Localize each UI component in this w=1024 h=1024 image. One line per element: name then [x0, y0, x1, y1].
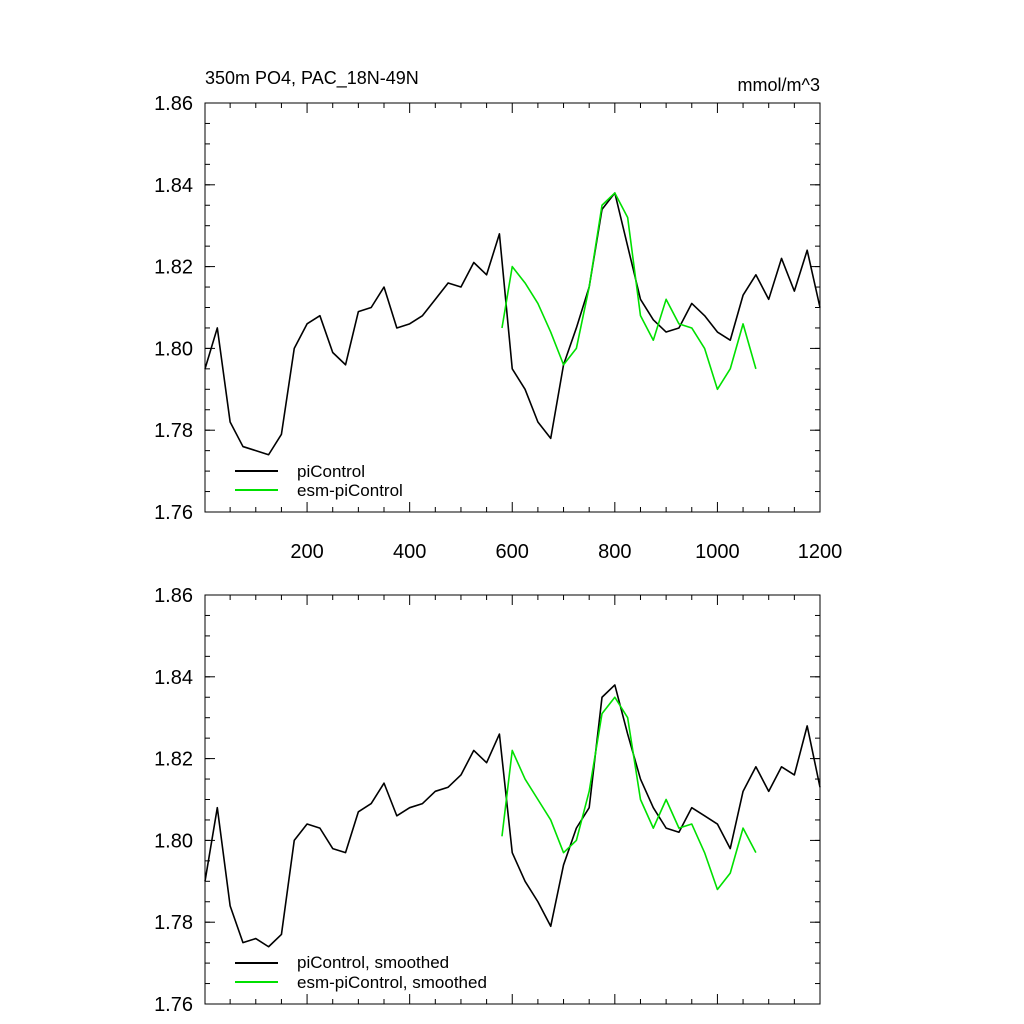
bottom-ticks-group	[205, 594, 821, 1005]
top-ytick-label-3: 1.82	[154, 257, 193, 279]
bottom-y-tick-labels: 1.76 1.78 1.80 1.82 1.84 1.86	[154, 585, 193, 1016]
bottom-legend: piControl, smoothed esm-piControl, smoot…	[235, 953, 487, 992]
top-x-tick-labels: 200 400 600 800 1000 1200	[290, 541, 842, 563]
top-ytick-label-1: 1.78	[154, 420, 193, 442]
top-xtick-label-2: 600	[496, 541, 529, 563]
top-series-group	[204, 192, 821, 456]
top-xtick-label-3: 800	[598, 541, 631, 563]
bottom-legend-label-picontrol: piControl, smoothed	[297, 953, 449, 972]
top-xtick-label-4: 1000	[695, 541, 740, 563]
bottom-plot-frame	[204, 594, 821, 1005]
bot-series-line-1	[501, 696, 757, 891]
top-legend-label-esm-picontrol: esm-piControl	[297, 481, 403, 500]
top-xtick-label-1: 400	[393, 541, 426, 563]
bot-ytick-label-1: 1.78	[154, 912, 193, 934]
top-ticks-group	[205, 102, 821, 513]
bottom-series-group	[204, 684, 821, 948]
bot-ytick-label-4: 1.84	[154, 667, 193, 689]
top-chart-units: mmol/m^3	[738, 75, 820, 95]
top-series-line-1	[501, 192, 757, 391]
bot-ytick-label-2: 1.80	[154, 830, 193, 852]
bottom-legend-label-esm-picontrol: esm-piControl, smoothed	[297, 973, 487, 992]
top-y-tick-labels: 1.76 1.78 1.80 1.82 1.84 1.86	[154, 93, 193, 524]
top-panel: 350m PO4, PAC_18N-49N mmol/m^3 1.761.781…	[154, 68, 842, 563]
bot-ytick-label-3: 1.82	[154, 749, 193, 771]
top-ytick-label-5: 1.86	[154, 93, 193, 115]
top-plot-frame	[204, 102, 821, 513]
bot-ytick-label-0: 1.76	[154, 994, 193, 1016]
top-chart-title: 350m PO4, PAC_18N-49N	[205, 68, 419, 89]
top-legend: piControl esm-piControl	[235, 462, 403, 500]
top-ytick-label-2: 1.80	[154, 338, 193, 360]
top-ytick-label-0: 1.76	[154, 502, 193, 524]
top-ytick-label-4: 1.84	[154, 175, 193, 197]
bot-series-line-0	[204, 684, 821, 948]
top-xtick-label-0: 200	[290, 541, 323, 563]
bot-ytick-label-5: 1.86	[154, 585, 193, 607]
top-series-line-0	[204, 192, 821, 456]
bottom-panel: 1.76 1.78 1.80 1.82 1.84 1.86 piControl, smoo…	[154, 585, 821, 1016]
top-legend-label-picontrol: piControl	[297, 462, 365, 481]
top-xtick-label-5: 1200	[798, 541, 843, 563]
